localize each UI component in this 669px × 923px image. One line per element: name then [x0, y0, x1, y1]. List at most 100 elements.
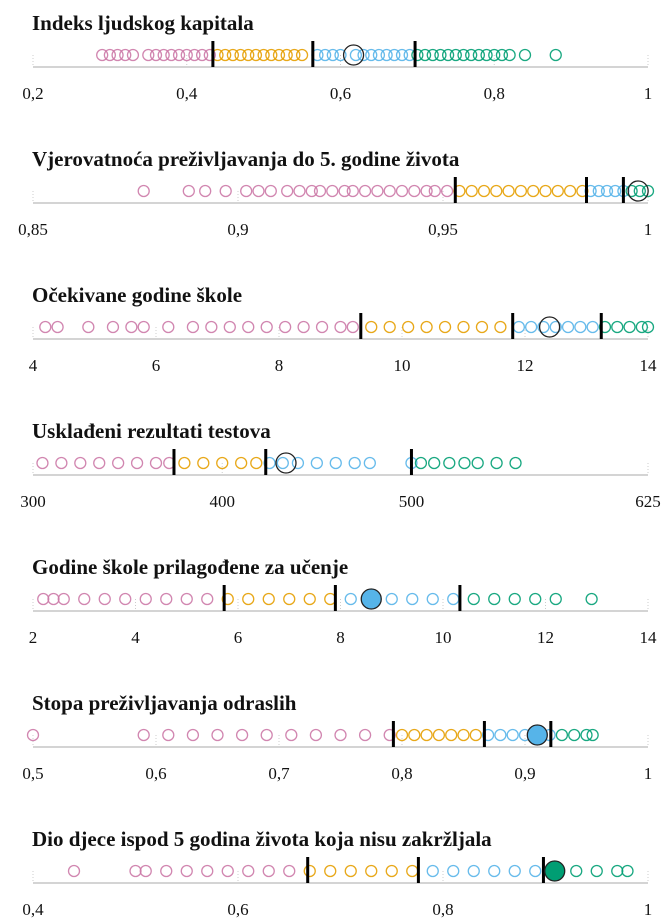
data-point — [216, 456, 229, 470]
x-tick-label: 10 — [435, 628, 452, 647]
data-point — [281, 184, 294, 198]
data-point — [263, 456, 276, 470]
x-tick-label: 12 — [517, 356, 534, 375]
data-point — [568, 728, 581, 742]
data-point — [242, 592, 255, 606]
data-point — [262, 592, 275, 606]
x-tick-label: 8 — [275, 356, 284, 375]
data-point — [586, 728, 599, 742]
data-point — [211, 728, 224, 742]
data-point — [549, 320, 562, 334]
data-point — [344, 864, 357, 878]
data-point — [272, 48, 286, 62]
x-tick-label: 0,8 — [391, 764, 412, 783]
highlight-point — [342, 44, 365, 66]
data-point — [226, 48, 240, 62]
data-point — [338, 184, 351, 198]
data-point — [549, 592, 562, 606]
data-point — [240, 184, 253, 198]
highlight-point — [544, 860, 566, 882]
data-point — [537, 320, 550, 334]
data-point — [365, 864, 378, 878]
data-point — [283, 592, 296, 606]
data-point — [67, 864, 81, 878]
data-point — [93, 456, 106, 470]
data-point — [408, 728, 421, 742]
data-point — [291, 456, 305, 470]
data-point — [310, 456, 323, 470]
data-point — [609, 184, 622, 198]
data-point — [157, 48, 170, 62]
data-point — [420, 728, 433, 742]
data-point — [457, 728, 470, 742]
data-point — [549, 48, 562, 62]
data-point — [160, 592, 173, 606]
chart-title: Usklađeni rezultati testova — [32, 419, 271, 443]
data-point — [365, 320, 378, 334]
data-point — [334, 48, 347, 62]
data-point — [443, 456, 456, 470]
x-tick-label: 0,6 — [145, 764, 166, 783]
data-point — [344, 592, 357, 606]
x-tick-label: 6 — [152, 356, 161, 375]
data-point — [139, 864, 152, 878]
data-point — [600, 184, 614, 198]
x-tick-label: 12 — [537, 628, 554, 647]
highlight-point — [526, 724, 548, 746]
data-point — [395, 48, 409, 62]
data-point — [129, 864, 142, 878]
data-point — [525, 320, 538, 334]
x-tick-label: 300 — [20, 492, 46, 511]
data-point — [165, 48, 178, 62]
data-point — [278, 320, 292, 334]
data-point — [180, 48, 193, 62]
data-point — [363, 456, 376, 470]
data-point — [457, 48, 470, 62]
data-point — [186, 728, 200, 742]
data-point — [385, 592, 398, 606]
data-point — [221, 592, 234, 606]
data-point — [561, 320, 575, 334]
data-point — [494, 728, 507, 742]
data-point — [411, 48, 424, 62]
data-point — [257, 48, 270, 62]
data-point — [303, 592, 316, 606]
x-tick-label: 8 — [336, 628, 345, 647]
data-point — [111, 48, 124, 62]
data-point — [477, 184, 491, 198]
data-point — [469, 728, 482, 742]
data-point — [348, 456, 361, 470]
data-point — [480, 48, 493, 62]
data-point — [98, 592, 111, 606]
data-point — [621, 864, 634, 878]
data-point — [280, 48, 293, 62]
data-point — [242, 320, 255, 334]
data-point — [288, 48, 301, 62]
data-point — [205, 320, 218, 334]
data-point — [418, 48, 432, 62]
data-point — [57, 592, 70, 606]
chart-title: Stopa preživljavanja odraslih — [32, 691, 297, 715]
data-point — [305, 184, 318, 198]
chart-title: Očekivane godine škole — [32, 283, 242, 307]
data-point — [130, 456, 144, 470]
data-point — [503, 48, 516, 62]
data-point — [441, 48, 455, 62]
x-tick-label: 0,85 — [18, 220, 48, 239]
data-point — [475, 320, 489, 334]
data-point — [555, 728, 569, 742]
x-tick-label: 0,9 — [227, 220, 248, 239]
data-point — [406, 592, 419, 606]
data-point — [440, 184, 454, 198]
data-point — [137, 184, 150, 198]
data-point — [529, 592, 542, 606]
data-point — [633, 184, 646, 198]
data-point — [580, 728, 593, 742]
data-point — [495, 48, 509, 62]
data-point — [490, 456, 503, 470]
highlight-point — [627, 180, 649, 202]
data-point — [260, 320, 273, 334]
data-point — [488, 592, 501, 606]
data-point — [346, 320, 359, 334]
data-point — [119, 48, 132, 62]
